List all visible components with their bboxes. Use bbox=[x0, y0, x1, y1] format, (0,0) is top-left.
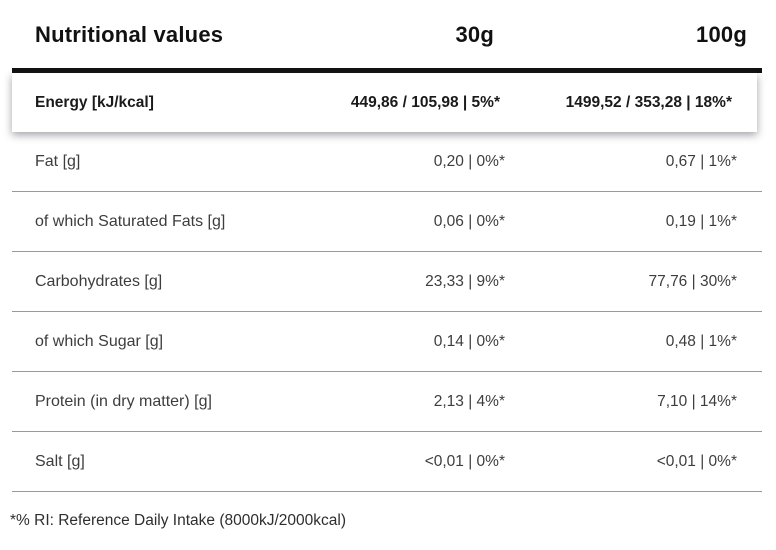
energy-row-value-30g: 449,86 / 105,98 | 5%* bbox=[350, 93, 500, 111]
row-value-30g: 2,13 | 4%* bbox=[433, 392, 505, 410]
row-label: Salt [g] bbox=[35, 452, 85, 470]
row-value-100g: 0,19 | 1%* bbox=[665, 212, 737, 230]
row-value-100g: <0,01 | 0%* bbox=[656, 452, 737, 470]
table-row-sugar: of which Sugar [g] 0,14 | 0%* 0,48 | 1%* bbox=[12, 312, 762, 372]
row-label: of which Sugar [g] bbox=[35, 332, 164, 350]
energy-row-label: Energy [kJ/kcal] bbox=[35, 93, 154, 111]
table-header-row: Nutritional values 30g 100g bbox=[0, 0, 776, 50]
header-rule bbox=[12, 68, 762, 73]
table-row-salt: Salt [g] <0,01 | 0%* <0,01 | 0%* bbox=[12, 432, 762, 492]
row-label: Fat [g] bbox=[35, 152, 81, 170]
table-row-fat: Fat [g] 0,20 | 0%* 0,67 | 1%* bbox=[12, 132, 762, 192]
table-title: Nutritional values bbox=[35, 22, 224, 47]
energy-row-highlight-card: Energy [kJ/kcal] 449,86 / 105,98 | 5%* 1… bbox=[12, 73, 757, 132]
reference-intake-footnote: *% RI: Reference Daily Intake (8000kJ/20… bbox=[10, 512, 346, 529]
row-value-100g: 0,48 | 1%* bbox=[665, 332, 737, 350]
row-value-30g: 23,33 | 9%* bbox=[425, 272, 505, 290]
row-label: of which Saturated Fats [g] bbox=[35, 212, 226, 230]
energy-row-value-100g: 1499,52 / 353,28 | 18%* bbox=[565, 93, 732, 111]
row-value-100g: 77,76 | 30%* bbox=[648, 272, 737, 290]
row-value-30g: 0,06 | 0%* bbox=[433, 212, 505, 230]
table-row-protein: Protein (in dry matter) [g] 2,13 | 4%* 7… bbox=[12, 372, 762, 432]
table-row-saturated-fats: of which Saturated Fats [g] 0,06 | 0%* 0… bbox=[12, 192, 762, 252]
row-value-100g: 0,67 | 1%* bbox=[665, 152, 737, 170]
row-value-30g: 0,14 | 0%* bbox=[433, 332, 505, 350]
row-label: Protein (in dry matter) [g] bbox=[35, 392, 212, 410]
row-value-30g: <0,01 | 0%* bbox=[424, 452, 505, 470]
column-header-30g: 30g bbox=[455, 22, 494, 47]
row-value-100g: 7,10 | 14%* bbox=[657, 392, 737, 410]
table-body: Fat [g] 0,20 | 0%* 0,67 | 1%* of which S… bbox=[12, 132, 762, 492]
column-header-100g: 100g bbox=[696, 22, 747, 47]
row-label: Carbohydrates [g] bbox=[35, 272, 163, 290]
table-row-carbohydrates: Carbohydrates [g] 23,33 | 9%* 77,76 | 30… bbox=[12, 252, 762, 312]
row-value-30g: 0,20 | 0%* bbox=[433, 152, 505, 170]
energy-row: Energy [kJ/kcal] 449,86 / 105,98 | 5%* 1… bbox=[12, 73, 757, 132]
